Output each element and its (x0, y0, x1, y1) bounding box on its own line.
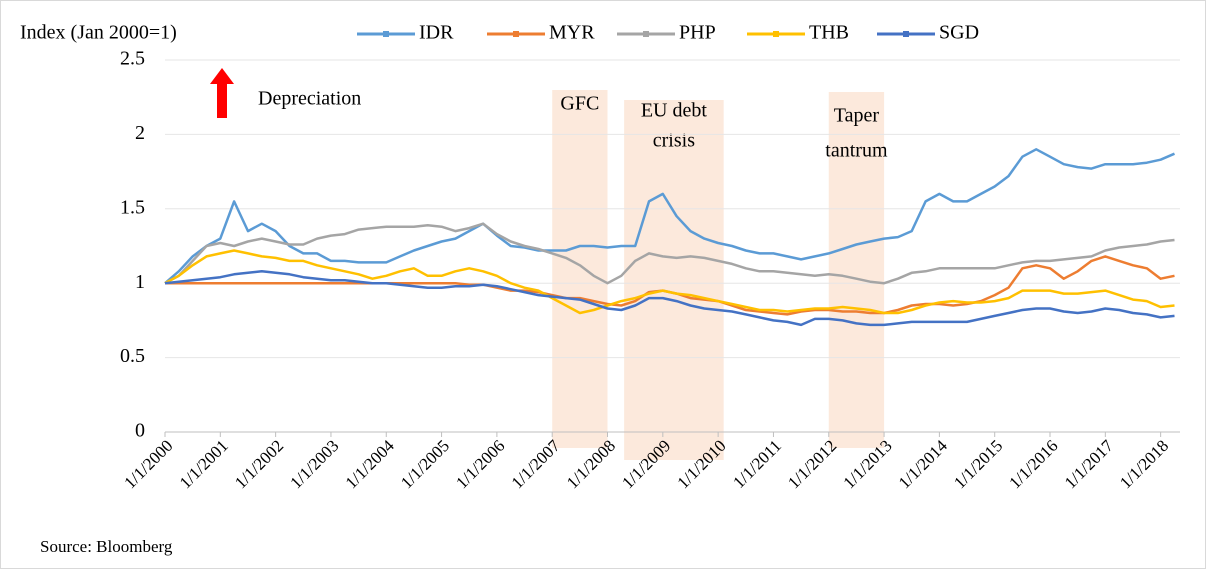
legend-marker (643, 31, 649, 37)
legend-marker (903, 31, 909, 37)
source: Source: Bloomberg (40, 537, 173, 556)
legend-marker (773, 31, 779, 37)
series-line (164, 270, 1175, 327)
legend-label: MYR (549, 22, 595, 44)
legend-label: PHP (679, 22, 716, 44)
series-line (164, 148, 1175, 285)
y-axis-title: Index (Jan 2000=1) (20, 22, 177, 44)
shaded-period (624, 100, 724, 460)
legend-label: SGD (939, 22, 979, 44)
shaded-period (828, 92, 885, 448)
arrow (210, 68, 234, 118)
y-tick-label: 0 (135, 420, 145, 442)
legend-label: IDR (419, 22, 454, 44)
legend-marker (513, 31, 519, 37)
y-tick-label: 1.5 (120, 196, 145, 218)
period-label: GFC (560, 93, 599, 115)
shaded-period (552, 90, 608, 448)
legend-marker (383, 31, 389, 37)
annotation: Depreciation (258, 88, 361, 110)
y-tick-label: 1 (135, 271, 145, 293)
period-label: crisis (653, 130, 695, 152)
y-tick-label: 0.5 (120, 345, 145, 367)
period-label: tantrum (825, 140, 888, 162)
y-tick-label: 2.5 (120, 48, 145, 70)
series-line (164, 249, 1175, 315)
period-label: EU debt (641, 100, 708, 122)
y-tick-label: 2 (135, 122, 145, 144)
period-label: Taper (834, 105, 880, 127)
legend-label: THB (809, 22, 849, 44)
series-line (164, 222, 1175, 285)
